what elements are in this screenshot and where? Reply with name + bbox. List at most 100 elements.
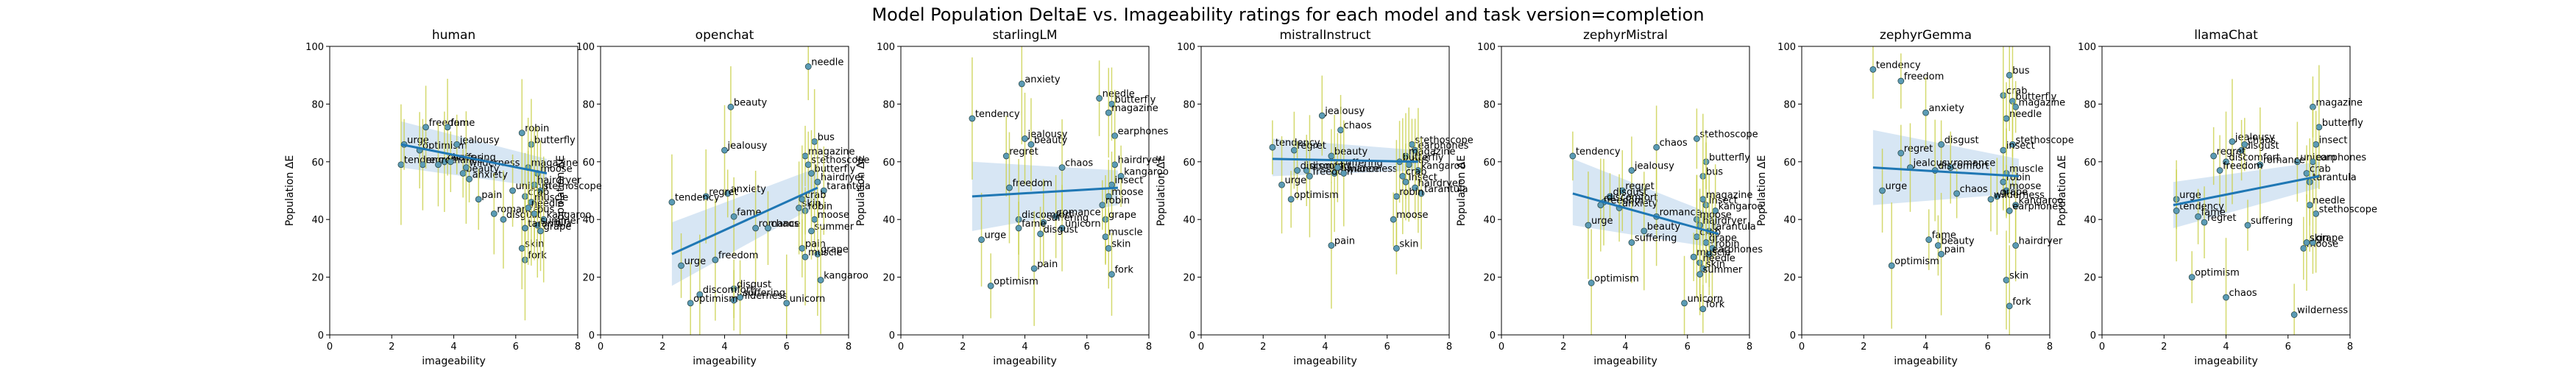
point-label: fame bbox=[2201, 207, 2226, 218]
figure-title: Model Population DeltaE vs. Imageability… bbox=[871, 4, 1705, 25]
x-axis-label: imageability bbox=[1894, 355, 1958, 367]
point-label: kangaroo bbox=[2019, 196, 2064, 207]
data-point bbox=[419, 161, 426, 169]
point-label: urge bbox=[1591, 216, 1613, 227]
data-point bbox=[1993, 193, 2000, 200]
data-point bbox=[978, 236, 985, 244]
data-point bbox=[727, 103, 735, 110]
y-axis-label: Population ΔE bbox=[1756, 155, 1768, 226]
point-label: magazine bbox=[531, 158, 578, 169]
point-label: anxiety bbox=[1025, 74, 1061, 85]
point-label: hairdryer bbox=[1418, 178, 1462, 189]
y-tick-label: 60 bbox=[1183, 158, 1195, 169]
y-tick-label: 60 bbox=[1783, 158, 1796, 169]
data-point bbox=[2313, 210, 2320, 217]
data-point bbox=[1628, 167, 1635, 174]
data-point bbox=[1015, 224, 1022, 232]
point-label: hairdryer bbox=[1118, 155, 1162, 166]
point-label: earphones bbox=[2012, 201, 2063, 212]
point-label: freedom bbox=[429, 118, 470, 129]
point-label: suffering bbox=[1047, 213, 1089, 224]
point-label: needle bbox=[2313, 196, 2345, 207]
point-label: tarantula bbox=[1712, 222, 1756, 233]
y-tick-label: 80 bbox=[2084, 99, 2096, 110]
data-point bbox=[668, 199, 676, 206]
data-point bbox=[2290, 311, 2298, 318]
regression-line bbox=[1572, 192, 1719, 236]
data-point bbox=[1628, 239, 1635, 246]
data-point bbox=[447, 158, 454, 166]
data-point bbox=[2315, 124, 2323, 131]
x-tick-label: 8 bbox=[1146, 342, 1152, 353]
point-label: disgust bbox=[737, 279, 771, 290]
data-point bbox=[678, 262, 684, 269]
regression-line bbox=[972, 186, 1118, 198]
data-point bbox=[2313, 141, 2320, 148]
regression-line bbox=[1872, 166, 2019, 177]
data-point bbox=[422, 124, 429, 131]
data-point bbox=[2195, 213, 2201, 220]
point-label: summer bbox=[540, 216, 580, 227]
y-axis-label: Population ΔE bbox=[2056, 155, 2068, 226]
confidence-band bbox=[400, 121, 547, 188]
point-label: urge bbox=[1285, 175, 1307, 186]
data-point bbox=[1693, 233, 1700, 241]
data-point bbox=[687, 300, 694, 307]
y-tick-label: 0 bbox=[1189, 330, 1195, 342]
data-point bbox=[441, 158, 448, 166]
point-label: magazine bbox=[2315, 97, 2363, 108]
x-tick-label: 6 bbox=[513, 342, 519, 353]
point-label: regret bbox=[709, 187, 737, 198]
y-axis-label: Population ΔE bbox=[284, 155, 296, 226]
data-point bbox=[2241, 141, 2248, 148]
point-label: muscle bbox=[808, 247, 842, 258]
data-point bbox=[1027, 141, 1035, 148]
data-point bbox=[730, 297, 737, 304]
point-label: hairdryer bbox=[821, 172, 865, 183]
x-tick-label: 0 bbox=[1799, 342, 1805, 353]
x-tick-label: 4 bbox=[450, 342, 456, 353]
point-label: insect bbox=[2319, 135, 2348, 146]
point-label: jealousy bbox=[1324, 106, 1365, 117]
point-label: robin bbox=[1715, 238, 1739, 250]
point-label: tendency bbox=[1275, 138, 1320, 149]
point-label: stethoscope bbox=[2015, 135, 2073, 146]
data-point bbox=[1306, 172, 1313, 180]
x-axis-label: imageability bbox=[1293, 355, 1357, 367]
point-label: muscle bbox=[1108, 227, 1142, 238]
data-point bbox=[537, 227, 544, 235]
point-label: bus bbox=[537, 204, 554, 215]
point-label: chaos bbox=[1065, 158, 1093, 169]
data-point bbox=[1334, 164, 1341, 171]
point-label: chaos bbox=[2248, 135, 2276, 146]
data-point bbox=[1705, 250, 1713, 258]
data-point bbox=[1888, 262, 1895, 269]
point-label: summer bbox=[1703, 265, 1743, 276]
data-point bbox=[765, 224, 771, 232]
x-tick-label: 8 bbox=[1446, 342, 1452, 353]
data-point bbox=[804, 63, 812, 70]
data-point bbox=[1002, 152, 1010, 160]
y-tick-label: 20 bbox=[1783, 273, 1796, 284]
point-label: grape bbox=[2000, 187, 2028, 198]
data-point bbox=[1393, 244, 1400, 252]
data-point bbox=[1947, 164, 1954, 171]
y-axis-label: Population ΔE bbox=[555, 155, 567, 226]
data-point bbox=[802, 253, 809, 261]
point-label: optimism bbox=[2195, 268, 2240, 279]
point-label: disgust bbox=[1613, 187, 1647, 198]
regression-line bbox=[400, 143, 548, 174]
point-label: stethoscope bbox=[1415, 135, 1473, 146]
x-tick-label: 2 bbox=[1260, 342, 1266, 353]
data-point bbox=[1699, 196, 1707, 203]
point-label: urge bbox=[684, 256, 707, 267]
x-tick-label: 2 bbox=[960, 342, 966, 353]
point-label: discomfort bbox=[703, 285, 754, 296]
x-tick-label: 2 bbox=[1861, 342, 1866, 353]
point-label: grape bbox=[1108, 210, 1136, 221]
y-tick-label: 20 bbox=[882, 273, 895, 284]
point-label: butterfly bbox=[1114, 94, 1156, 105]
y-tick-label: 80 bbox=[1783, 99, 1796, 110]
data-point bbox=[1938, 141, 1945, 148]
data-point bbox=[475, 196, 482, 203]
